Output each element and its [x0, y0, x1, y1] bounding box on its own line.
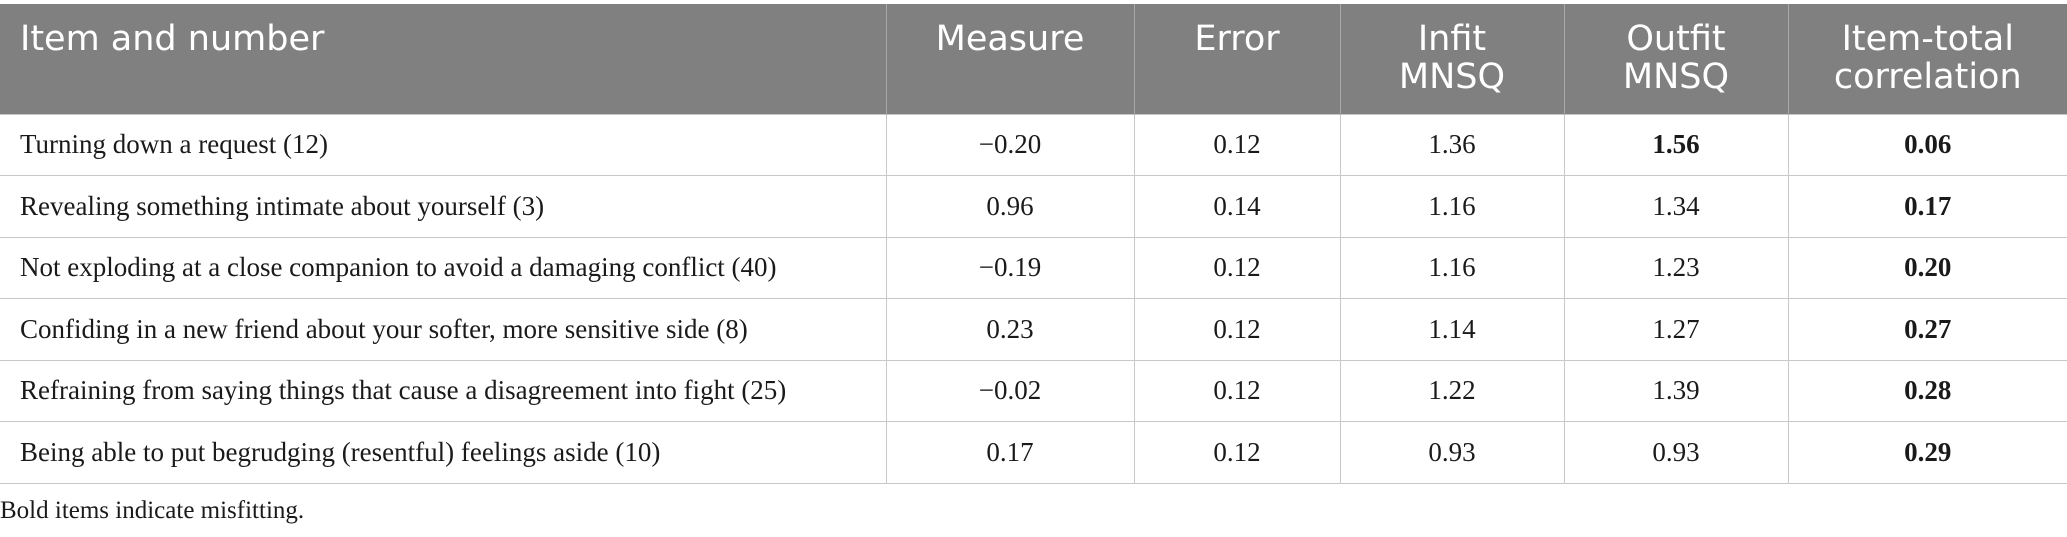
cell-item: Refraining from saying things that cause…: [0, 359, 887, 422]
table-row: Turning down a request (12) −0.20 0.12 1.36…: [0, 113, 2067, 176]
cell-error: 0.12: [1133, 113, 1341, 176]
cell-measure: 0.96: [885, 175, 1135, 238]
table-row: Revealing something intimate about yours…: [0, 175, 2067, 238]
cell-item: Not exploding at a close companion to av…: [0, 236, 887, 299]
cell-outfit-mnsq: 1.34: [1563, 175, 1789, 238]
cell-item-total-correlation: 0.27: [1787, 298, 2067, 361]
cell-infit-mnsq: 1.14: [1339, 298, 1565, 361]
cell-item: Being able to put begrudging (resentful)…: [0, 421, 887, 484]
cell-measure: 0.17: [885, 421, 1135, 484]
table-body: Turning down a request (12) −0.20 0.12 1.36…: [0, 113, 2067, 484]
cell-outfit-mnsq: 1.27: [1563, 298, 1789, 361]
item-fit-table: Item and number Measure Error Infit MNSQ…: [0, 4, 2067, 484]
table-row: Confiding in a new friend about your sof…: [0, 298, 2067, 361]
header-item-and-number: Item and number: [0, 4, 886, 114]
cell-infit-mnsq: 0.93: [1339, 421, 1565, 484]
cell-outfit-mnsq: 0.93: [1563, 421, 1789, 484]
table-row: Not exploding at a close companion to av…: [0, 236, 2067, 299]
cell-outfit-mnsq: 1.23: [1563, 236, 1789, 299]
header-outfit-mnsq: Outfit MNSQ: [1563, 4, 1788, 114]
cell-measure: −0.20: [885, 113, 1135, 176]
cell-item-total-correlation: 0.28: [1787, 359, 2067, 422]
cell-error: 0.12: [1133, 298, 1341, 361]
cell-infit-mnsq: 1.22: [1339, 359, 1565, 422]
cell-item-total-correlation: 0.29: [1787, 421, 2067, 484]
header-measure: Measure: [885, 4, 1134, 114]
cell-item-total-correlation: 0.17: [1787, 175, 2067, 238]
cell-error: 0.12: [1133, 236, 1341, 299]
results-table-container: Item and number Measure Error Infit MNSQ…: [0, 4, 2067, 484]
table-footnote: Bold items indicate misfitting.: [0, 497, 305, 524]
cell-measure: −0.02: [885, 359, 1135, 422]
table-row: Refraining from saying things that cause…: [0, 359, 2067, 422]
header-row: Item and number Measure Error Infit MNSQ…: [0, 4, 2067, 114]
cell-error: 0.14: [1133, 175, 1341, 238]
table-header: Item and number Measure Error Infit MNSQ…: [0, 4, 2067, 114]
cell-item: Revealing something intimate about yours…: [0, 175, 887, 238]
cell-measure: 0.23: [885, 298, 1135, 361]
cell-infit-mnsq: 1.16: [1339, 175, 1565, 238]
cell-outfit-mnsq: 1.56: [1563, 113, 1789, 176]
header-error: Error: [1133, 4, 1340, 114]
cell-item-total-correlation: 0.06: [1787, 113, 2067, 176]
cell-error: 0.12: [1133, 421, 1341, 484]
cell-measure: −0.19: [885, 236, 1135, 299]
cell-infit-mnsq: 1.16: [1339, 236, 1565, 299]
header-infit-mnsq: Infit MNSQ: [1339, 4, 1564, 114]
table-row: Being able to put begrudging (resentful)…: [0, 421, 2067, 484]
cell-item-total-correlation: 0.20: [1787, 236, 2067, 299]
cell-error: 0.12: [1133, 359, 1341, 422]
cell-item: Confiding in a new friend about your sof…: [0, 298, 887, 361]
header-item-total-correlation: Item-total correlation: [1787, 4, 2067, 114]
cell-infit-mnsq: 1.36: [1339, 113, 1565, 176]
cell-item: Turning down a request (12): [0, 113, 887, 176]
cell-outfit-mnsq: 1.39: [1563, 359, 1789, 422]
